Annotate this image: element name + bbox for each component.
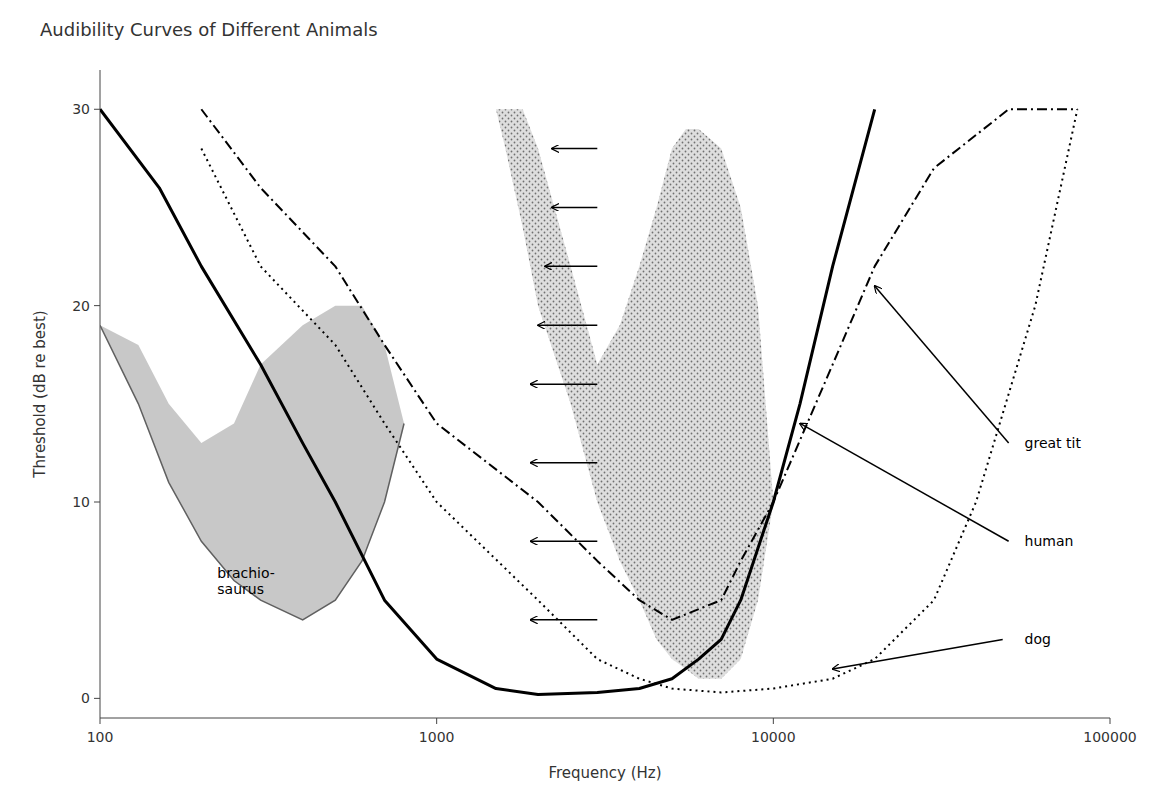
curve: [100, 109, 875, 694]
arrow: [531, 619, 598, 621]
y-tick: [94, 698, 100, 699]
arrow: [531, 383, 598, 385]
curve: [201, 109, 1077, 692]
y-tick-label: 30: [72, 101, 90, 117]
title: Audibility Curves of Different Animals: [40, 19, 378, 40]
arrow: [531, 462, 598, 464]
x-tick: [100, 718, 101, 724]
x-axis-label: Frequency (Hz): [548, 764, 661, 782]
area-outline: [100, 325, 404, 620]
arrow: [538, 325, 597, 327]
annotation-arrow: [833, 639, 1003, 668]
annotation: dog: [1025, 631, 1051, 647]
y-tick: [94, 305, 100, 306]
y-tick: [94, 109, 100, 110]
area-stipple: [496, 109, 773, 678]
y-tick-label: 0: [81, 690, 90, 706]
x-tick: [773, 718, 774, 724]
y-axis-label: Threshold (dB re best): [31, 310, 49, 478]
annotation: human: [1025, 533, 1074, 549]
annotation-arrow: [875, 286, 1009, 443]
y-tick: [94, 502, 100, 503]
annotation: brachio-saurus: [217, 565, 275, 597]
arrow: [545, 266, 597, 268]
annotation: great tit: [1025, 435, 1082, 451]
area-region: [496, 109, 773, 678]
y-tick-label: 10: [72, 494, 90, 510]
arrow: [552, 207, 597, 209]
y-axis-line: [100, 70, 101, 718]
chart: Audibility Curves of Different Animals 10…: [0, 0, 1160, 808]
y-tick-label: 20: [72, 298, 90, 314]
annotation-arrow: [800, 423, 1009, 541]
x-tick-label: 100000: [1083, 729, 1136, 745]
arrow: [552, 148, 597, 150]
x-tick-label: 100: [87, 729, 114, 745]
x-tick-label: 1000: [419, 729, 455, 745]
x-tick: [436, 718, 437, 724]
plot-area: [100, 109, 1077, 694]
x-tick: [1110, 718, 1111, 724]
x-tick-label: 10000: [751, 729, 796, 745]
arrow: [531, 541, 598, 543]
x-axis-line: [100, 718, 1110, 719]
curve: [201, 109, 1077, 620]
